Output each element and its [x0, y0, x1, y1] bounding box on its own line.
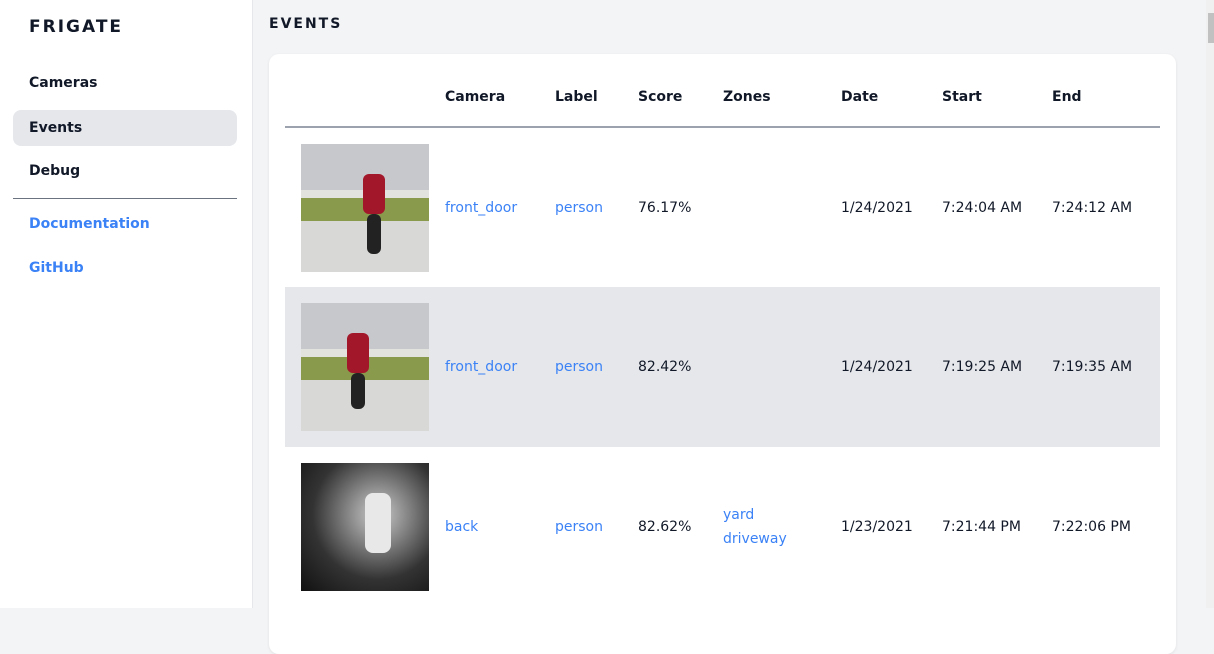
events-card: Camera Label Score Zones Date Start End …: [269, 54, 1176, 654]
end-time: 7:24:12 AM: [1052, 199, 1133, 216]
start-time: 7:24:04 AM: [942, 199, 1023, 216]
zone-link[interactable]: driveway: [723, 531, 787, 547]
date: 1/24/2021: [841, 287, 942, 447]
sidebar-divider: [13, 198, 237, 199]
sidebar-item-debug[interactable]: Debug: [29, 163, 81, 179]
label-link[interactable]: person: [555, 519, 603, 535]
score: 82.62%: [638, 519, 692, 535]
header-label: Label: [555, 54, 638, 128]
score: 76.17%: [638, 199, 692, 216]
events-table: Camera Label Score Zones Date Start End …: [285, 54, 1160, 607]
camera-link[interactable]: front_door: [445, 199, 518, 216]
link-github[interactable]: GitHub: [29, 260, 84, 276]
app-logo: FRIGATE: [29, 17, 124, 37]
end-time: 7:22:06 PM: [1052, 519, 1131, 535]
zones: [723, 287, 841, 447]
scrollbar[interactable]: [1206, 0, 1214, 608]
scrollbar-thumb[interactable]: [1208, 13, 1214, 43]
table-row[interactable]: back person 82.62% yard driveway 1/23/202…: [285, 447, 1160, 607]
table-row[interactable]: front_door person 82.42% 1/24/2021 7:19:…: [285, 287, 1160, 447]
start-time: 7:21:44 PM: [942, 519, 1021, 535]
camera-link[interactable]: front_door: [445, 287, 555, 447]
header-thumbnail: [285, 54, 445, 128]
zones: yard driveway: [723, 447, 841, 607]
camera-link[interactable]: back: [445, 519, 479, 535]
score: 82.42%: [638, 287, 723, 447]
zones: [723, 127, 841, 287]
end-time: 7:19:35 AM: [1052, 287, 1160, 447]
table-row[interactable]: front_door person 76.17% 1/24/2021 7:24:…: [285, 127, 1160, 287]
sidebar-item-events[interactable]: Events: [13, 110, 237, 146]
event-thumbnail[interactable]: [301, 143, 429, 272]
link-documentation[interactable]: Documentation: [29, 216, 150, 232]
header-camera: Camera: [445, 54, 555, 128]
start-time: 7:19:25 AM: [942, 287, 1052, 447]
date: 1/24/2021: [841, 199, 913, 216]
page-title: EVENTS: [269, 16, 343, 32]
label-link[interactable]: person: [555, 199, 603, 216]
date: 1/23/2021: [841, 519, 913, 535]
header-end: End: [1052, 54, 1160, 128]
sidebar-item-cameras[interactable]: Cameras: [29, 75, 98, 91]
sidebar: FRIGATE Cameras Events Debug Documentati…: [0, 0, 253, 608]
event-thumbnail[interactable]: [301, 303, 429, 431]
label-link[interactable]: person: [555, 287, 638, 447]
header-start: Start: [942, 54, 1052, 128]
header-zones: Zones: [723, 54, 841, 128]
header-date: Date: [841, 54, 942, 128]
header-score: Score: [638, 54, 723, 128]
event-thumbnail[interactable]: [301, 463, 429, 591]
zone-link[interactable]: yard: [723, 507, 755, 523]
